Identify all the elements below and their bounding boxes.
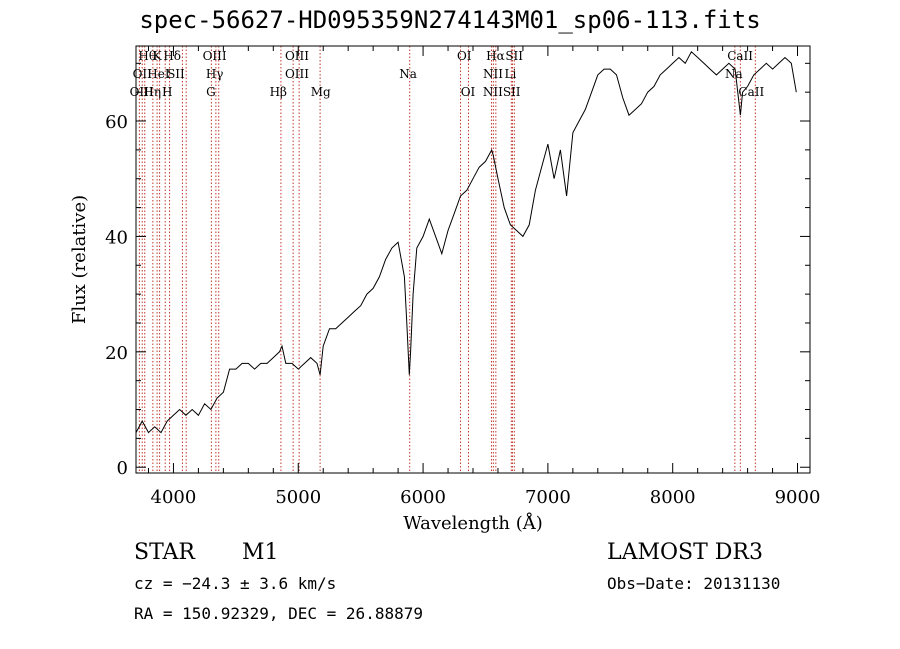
line-label-21: G <box>206 85 216 99</box>
spectrum-series-line <box>135 51 797 434</box>
line-label-19: Hη <box>143 85 161 99</box>
line-label-4: OIII <box>285 49 309 63</box>
object-class: STAR <box>134 540 195 565</box>
x-axis-label: Wavelength (Å) <box>403 512 543 534</box>
object-subclass: M1 <box>242 540 279 565</box>
y-axis-label: Flux (relative) <box>69 195 90 324</box>
y-tick-label-20: 20 <box>105 343 128 364</box>
line-label-0: Hθ <box>138 49 156 63</box>
line-label-16: Li <box>505 67 517 81</box>
line-label-15: NII <box>483 67 503 81</box>
line-label-20: H <box>162 85 172 99</box>
line-label-11: SII <box>167 67 185 81</box>
line-label-3: OIII <box>203 49 227 63</box>
observation-date: Obs−Date: 20131130 <box>607 574 781 593</box>
line-label-23: Mg <box>311 85 331 99</box>
line-label-24: OI <box>461 85 476 99</box>
axes: 4000 5000 6000 7000 8000 9000 0 20 40 60 <box>105 46 820 508</box>
x-tick-label-9000: 9000 <box>775 487 821 508</box>
x-tick-label-8000: 8000 <box>650 487 696 508</box>
line-label-10: HeI <box>147 67 170 81</box>
survey-name: LAMOST DR3 <box>607 540 763 565</box>
line-label-2: Hδ <box>163 49 181 63</box>
line-label-26: CaII <box>738 85 764 99</box>
line-label-8: CaII <box>727 49 753 63</box>
line-label-5: OI <box>457 49 472 63</box>
line-label-14: Na <box>399 67 417 81</box>
line-label-7: SII <box>505 49 523 63</box>
line-label-25: NIISII <box>483 85 521 99</box>
y-tick-label-60: 60 <box>105 112 128 133</box>
chart-title: spec-56627-HD095359N274143M01_sp06-113.f… <box>139 6 761 34</box>
line-label-1: K <box>153 49 163 63</box>
spectral-line-markers <box>138 46 756 473</box>
y-tick-label-0: 0 <box>117 458 128 479</box>
y-tick-label-40: 40 <box>105 227 128 248</box>
line-label-9: OII <box>133 67 153 81</box>
redshift-velocity: cz = −24.3 ± 3.6 km/s <box>134 574 337 593</box>
plot-frame <box>135 45 811 474</box>
x-tick-label-6000: 6000 <box>400 487 446 508</box>
line-label-13: OIII <box>285 67 309 81</box>
line-label-22: Hβ <box>270 85 287 99</box>
line-label-17: Na <box>725 67 743 81</box>
x-tick-label-5000: 5000 <box>275 487 321 508</box>
coordinates: RA = 150.92329, DEC = 26.88879 <box>134 604 423 623</box>
line-label-12: Hγ <box>206 67 224 81</box>
x-tick-label-7000: 7000 <box>525 487 571 508</box>
line-label-6: Hα <box>486 49 505 63</box>
x-tick-label-4000: 4000 <box>151 487 197 508</box>
